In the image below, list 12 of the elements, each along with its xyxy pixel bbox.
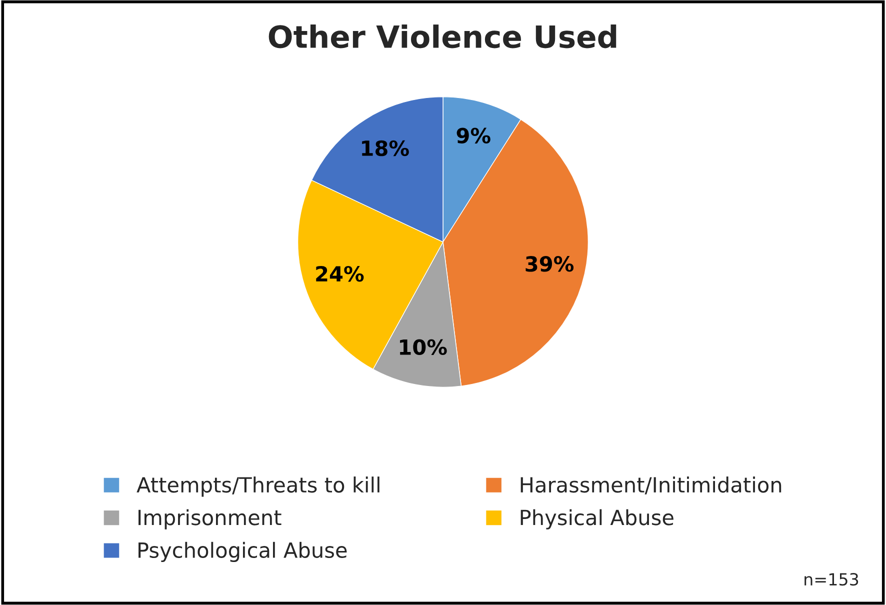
legend-label: Imprisonment <box>138 509 282 530</box>
data-label: 10% <box>400 339 447 356</box>
legend-label: Harassment/Initimidation <box>520 476 782 494</box>
data-label: 39% <box>526 256 574 272</box>
legend-label: Psychological Abuse <box>138 542 347 562</box>
text: n=153 <box>804 573 858 586</box>
chart-title: Other Violence Used <box>268 24 616 48</box>
data-label: 24% <box>316 266 364 282</box>
legend-label: Attempts/Threats to kill <box>136 476 380 497</box>
data-label: 9% <box>456 128 490 144</box>
data-label: 18% <box>362 140 409 156</box>
legend-label: Physical Abuse <box>520 509 674 530</box>
